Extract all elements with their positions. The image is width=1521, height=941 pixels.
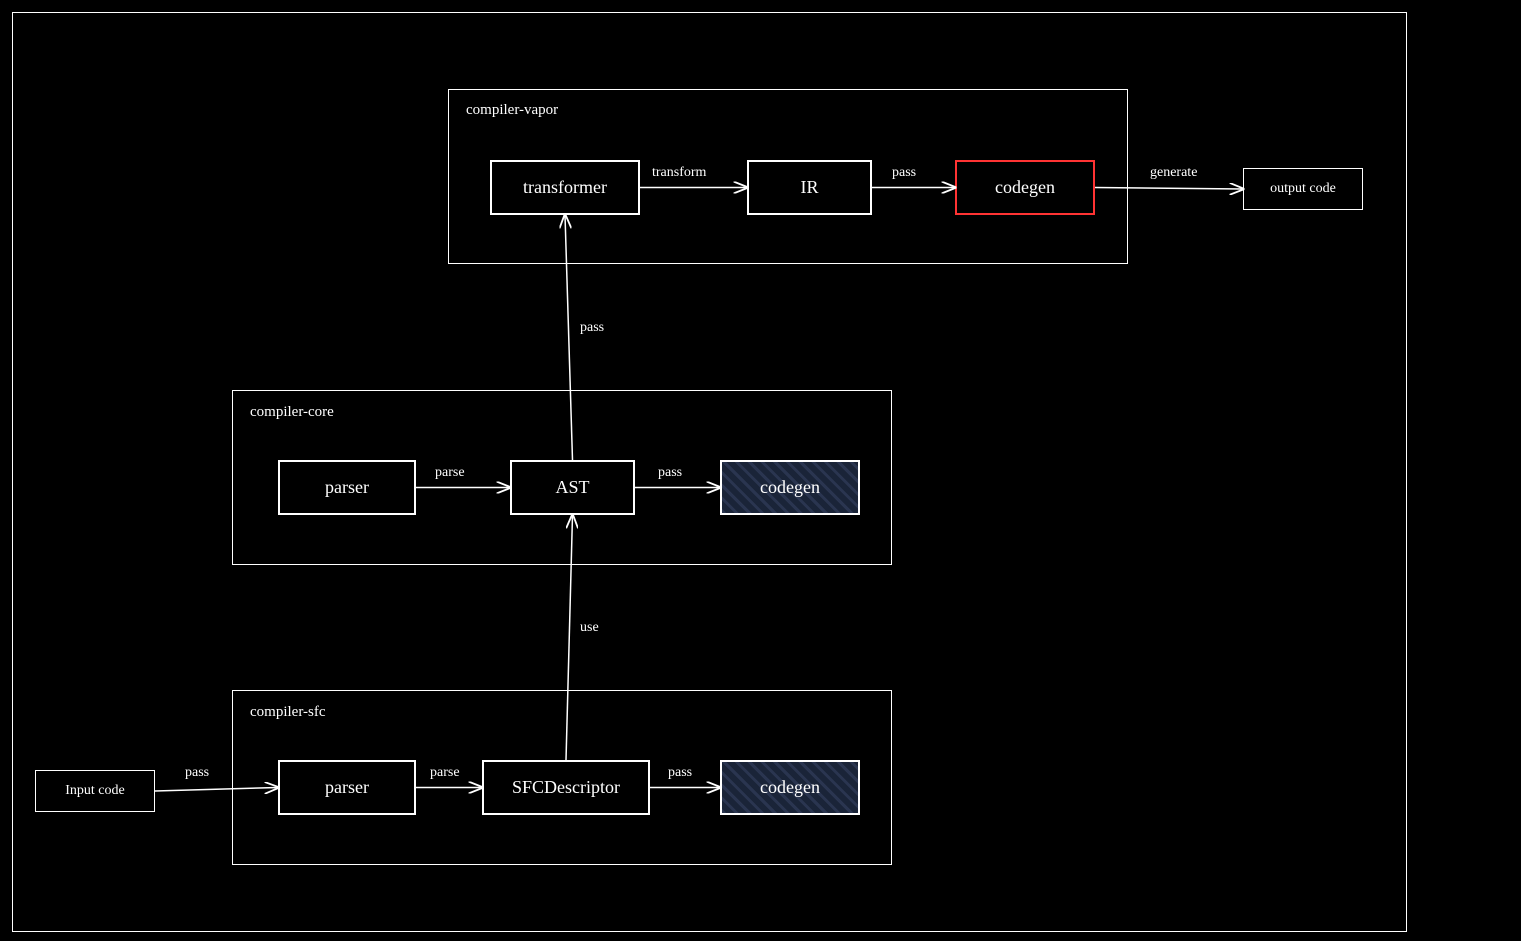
node-ir: IR [747, 160, 872, 215]
node-input-code: Input code [35, 770, 155, 812]
group-label-compiler-vapor: compiler-vapor [466, 102, 558, 119]
node-codegen-vapor: codegen [955, 160, 1095, 215]
node-ast: AST [510, 460, 635, 515]
group-label-compiler-core: compiler-core [250, 404, 334, 421]
node-sfc-descriptor: SFCDescriptor [482, 760, 650, 815]
node-parser-core: parser [278, 460, 416, 515]
edge-label-use: use [580, 620, 599, 636]
edge-label-pass-input: pass [185, 765, 209, 781]
group-label-compiler-sfc: compiler-sfc [250, 704, 326, 721]
node-codegen-sfc: codegen [720, 760, 860, 815]
edge-label-generate: generate [1150, 165, 1197, 181]
edge-label-pass-ir: pass [892, 165, 916, 181]
node-codegen-core: codegen [720, 460, 860, 515]
edge-label-parse-core: parse [435, 465, 465, 481]
edge-label-transform: transform [652, 165, 706, 181]
diagram-canvas: compiler-vapor compiler-core compiler-sf… [0, 0, 1521, 941]
node-transformer: transformer [490, 160, 640, 215]
edge-label-parse-sfc: parse [430, 765, 460, 781]
node-output-code: output code [1243, 168, 1363, 210]
edge-label-pass-codegen-core: pass [658, 465, 682, 481]
edge-label-pass-ast: pass [580, 320, 604, 336]
edge-label-pass-codegen-sfc: pass [668, 765, 692, 781]
node-parser-sfc: parser [278, 760, 416, 815]
